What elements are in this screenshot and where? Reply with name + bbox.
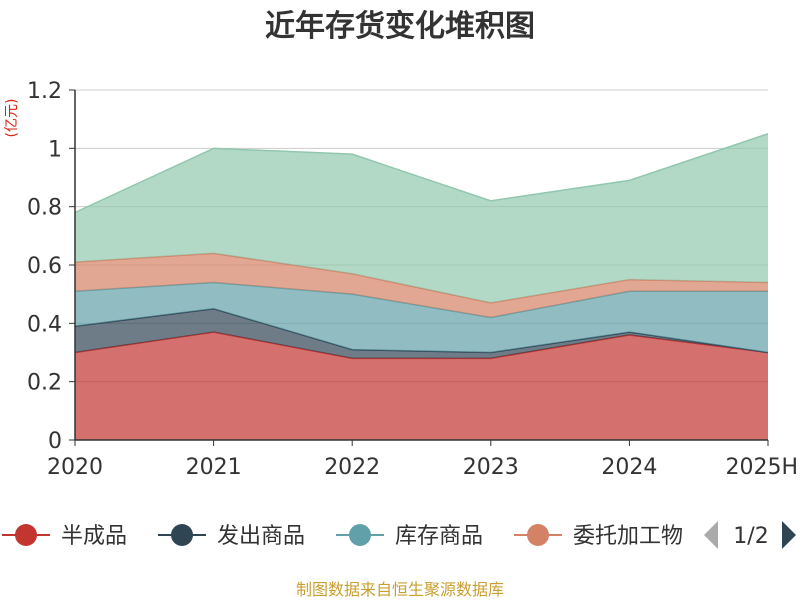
series-line-4 bbox=[74, 133, 769, 214]
y-axis-unit: (亿元) bbox=[4, 99, 20, 138]
legend-page-indicator: 1/2 bbox=[733, 524, 768, 549]
x-tick-label: 2025H bbox=[725, 455, 798, 480]
y-tick-label: 1 bbox=[48, 137, 62, 162]
area-series-2 bbox=[75, 282, 768, 353]
legend-item[interactable]: 发出商品 bbox=[158, 524, 305, 549]
y-tick-label: 0.6 bbox=[27, 254, 62, 279]
triangle-left-icon[interactable] bbox=[704, 521, 718, 549]
legend-marker bbox=[171, 524, 193, 546]
legend-label: 库存商品 bbox=[395, 524, 483, 549]
legend-label: 半成品 bbox=[61, 524, 127, 549]
legend-items: 半成品 发出商品 库存商品 委托加工物 bbox=[2, 524, 683, 549]
y-tick-label: 0.2 bbox=[27, 371, 62, 396]
y-tick-label: 1.2 bbox=[27, 79, 62, 104]
legend-item[interactable]: 委托加工物 bbox=[514, 524, 683, 549]
legend-item[interactable]: 库存商品 bbox=[336, 524, 483, 549]
legend: 半成品 发出商品 库存商品 委托加工物 bbox=[2, 524, 683, 549]
area-series-4 bbox=[75, 133, 768, 303]
y-tick-label: 0.8 bbox=[27, 196, 62, 221]
area-series-3 bbox=[75, 253, 768, 318]
legend-label: 委托加工物 bbox=[573, 524, 683, 549]
legend-label: 发出商品 bbox=[217, 524, 305, 549]
legend-item[interactable]: 半成品 bbox=[2, 524, 127, 549]
legend-marker bbox=[527, 524, 549, 546]
y-tick-label: 0.4 bbox=[27, 312, 62, 337]
legend-pager: 1/2 bbox=[704, 521, 796, 549]
chart-title: 近年存货变化堆积图 bbox=[265, 9, 535, 44]
area-series bbox=[74, 133, 769, 440]
x-tick-label: 2021 bbox=[186, 455, 242, 480]
data-source: 制图数据来自恒生聚源数据库 bbox=[296, 580, 504, 599]
axes: 0 0.2 0.4 0.6 0.8 1 1.2 2020 2021 2022 2023 2024 202… bbox=[27, 79, 798, 480]
area-series-1 bbox=[75, 308, 768, 359]
x-tick-label: 2024 bbox=[601, 455, 657, 480]
triangle-right-icon[interactable] bbox=[782, 521, 796, 549]
x-tick-label: 2020 bbox=[47, 455, 103, 480]
legend-marker bbox=[349, 524, 371, 546]
x-tick-label: 2023 bbox=[463, 455, 519, 480]
legend-marker bbox=[15, 524, 37, 546]
area-series-0 bbox=[75, 332, 768, 440]
y-tick-label: 0 bbox=[48, 429, 62, 454]
x-tick-label: 2022 bbox=[324, 455, 380, 480]
